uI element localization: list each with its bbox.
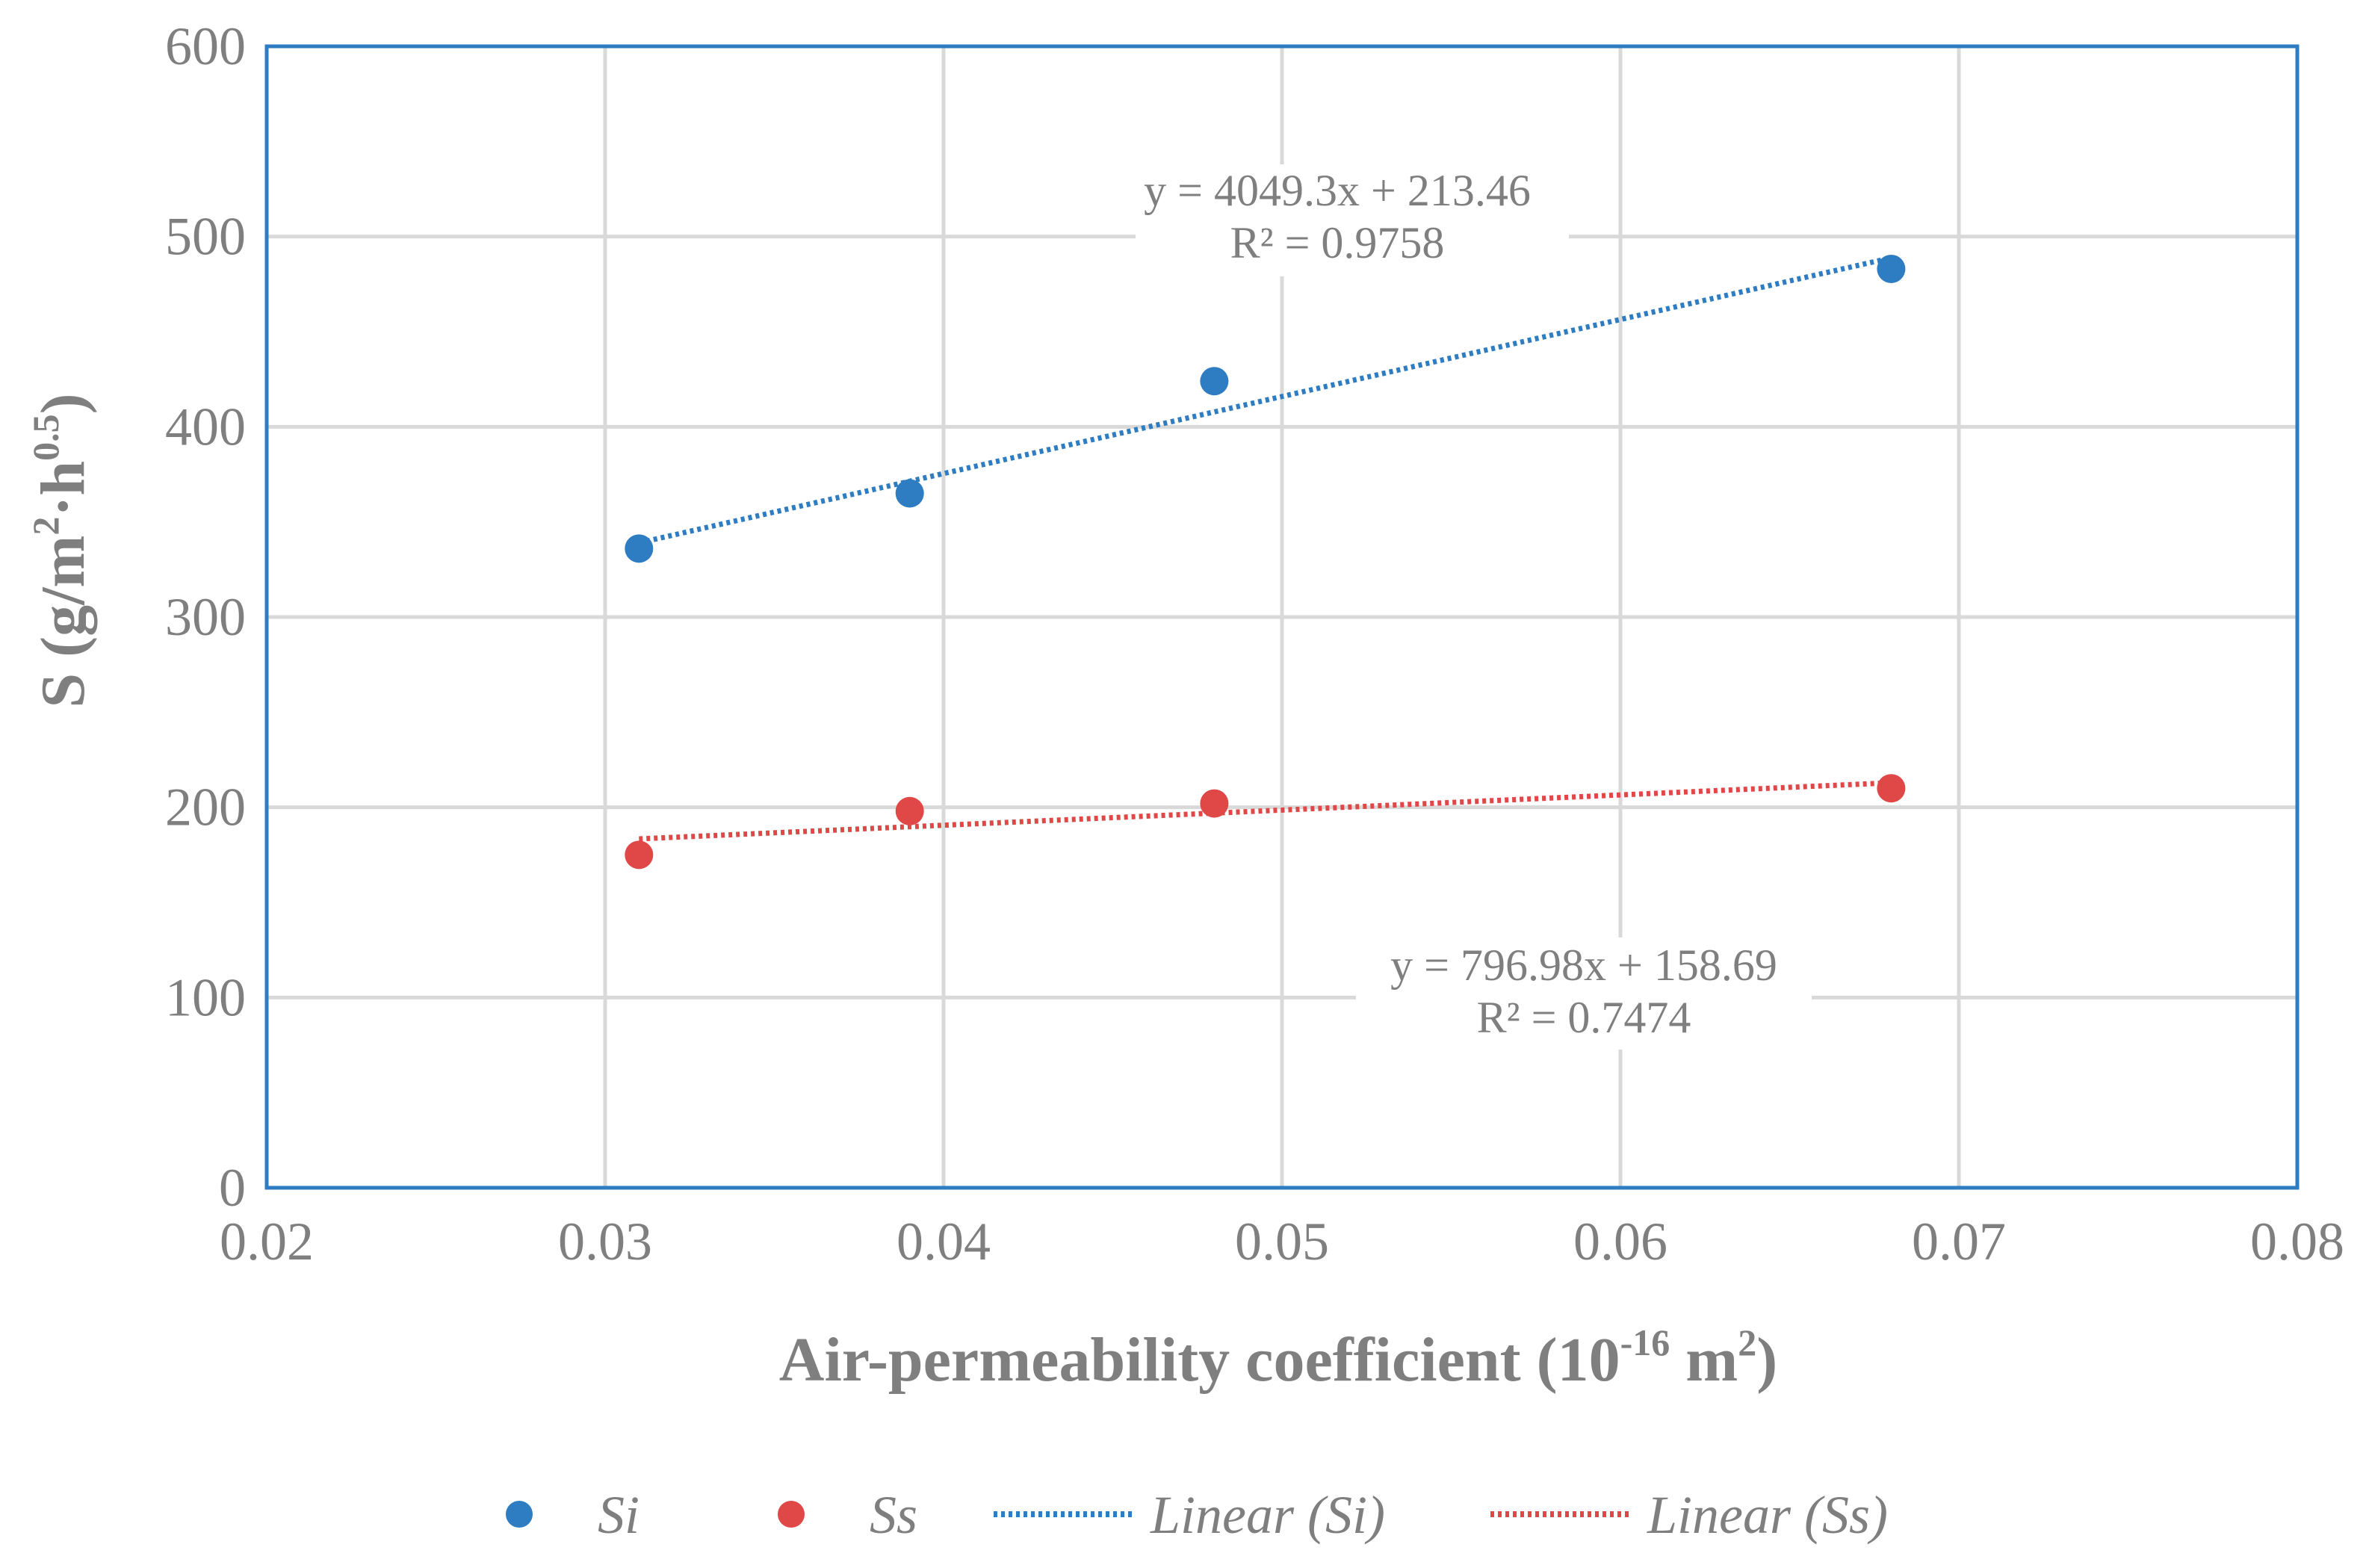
x-tick-label: 0.03	[558, 1212, 652, 1271]
y-tick-label: 600	[165, 16, 246, 76]
legend: Si Ss Linear (Si) Linear (Ss)	[506, 1485, 1888, 1545]
legend-marker-si	[506, 1501, 533, 1528]
y-axis-tick-labels: 0 100 200 300 400 500 600	[165, 16, 246, 1218]
y-tick-label: 300	[165, 587, 246, 647]
legend-label-linear-si: Linear (Si)	[1150, 1485, 1385, 1545]
data-point-si	[625, 534, 654, 563]
equation-box-si	[1136, 164, 1569, 276]
y-tick-label: 100	[165, 967, 246, 1027]
legend-marker-ss	[778, 1501, 805, 1528]
data-point-ss	[1200, 789, 1229, 818]
trendlines	[638, 255, 1892, 842]
data-point-si	[1877, 254, 1906, 283]
y-tick-label: 500	[165, 207, 246, 267]
x-tick-label: 0.06	[1573, 1212, 1667, 1271]
y-tick-label: 400	[165, 397, 246, 456]
x-axis-title: Air-permeability coefficient (10-16 m2)	[779, 1321, 1777, 1395]
equation-si: y = 4049.3x + 213.46	[1144, 166, 1531, 215]
y-tick-label: 200	[165, 778, 246, 837]
x-tick-label: 0.02	[220, 1212, 314, 1271]
x-tick-label: 0.04	[896, 1212, 991, 1271]
legend-label-si: Si	[598, 1485, 640, 1545]
x-tick-label: 0.08	[2250, 1212, 2344, 1271]
r-squared-ss: R² = 0.7474	[1477, 993, 1691, 1042]
trendline-equations: y = 4049.3x + 213.46 R² = 0.9758 y = 796…	[1136, 164, 1812, 1050]
y-tick-label: 0	[219, 1158, 246, 1218]
legend-label-linear-ss: Linear (Ss)	[1647, 1485, 1888, 1545]
y-axis-title: S (g/m2·h0.5)	[25, 393, 98, 707]
equation-ss: y = 796.98x + 158.69	[1390, 941, 1777, 990]
data-points	[625, 254, 1906, 870]
data-point-ss	[1877, 774, 1906, 803]
data-point-si	[1200, 367, 1229, 396]
data-point-ss	[895, 796, 924, 825]
r-squared-si: R² = 0.9758	[1230, 218, 1445, 267]
plot-area-border	[264, 44, 2300, 1190]
data-point-si	[895, 479, 924, 508]
x-tick-label: 0.07	[1912, 1212, 2006, 1271]
data-point-ss	[625, 840, 654, 870]
legend-label-ss: Ss	[870, 1485, 917, 1545]
trendline-si	[638, 255, 1892, 546]
x-axis-tick-labels: 0.02 0.03 0.04 0.05 0.06 0.07 0.08	[220, 1212, 2344, 1271]
equation-box-ss	[1356, 938, 1812, 1050]
x-tick-label: 0.05	[1235, 1212, 1329, 1271]
